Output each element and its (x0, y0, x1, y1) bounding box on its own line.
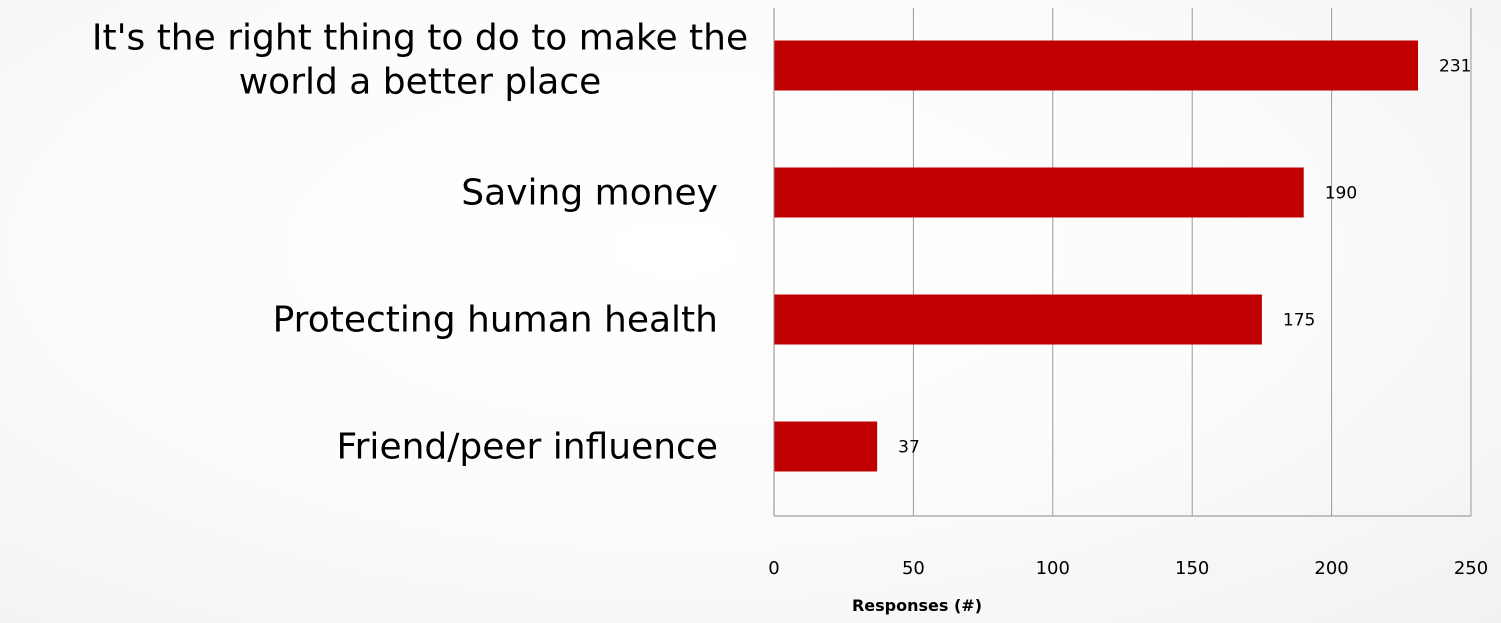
category-label-3: Friend/peer influence (337, 427, 718, 468)
x-tick-label-200: 200 (1314, 558, 1348, 579)
category-label-0-line-0: It's the right thing to do to make the (92, 18, 748, 59)
data-label-0: 231 (1439, 57, 1471, 77)
bar-3 (774, 421, 878, 472)
x-tick-label-0: 0 (768, 558, 779, 579)
bar-2 (774, 294, 1262, 345)
data-labels: 231 190 175 37 (898, 57, 1471, 458)
category-label-2: Protecting human health (273, 300, 718, 341)
gridlines (912, 8, 1472, 516)
axes (773, 8, 1471, 517)
bar-0 (774, 40, 1419, 91)
data-label-3: 37 (898, 438, 920, 458)
category-label-3-line-0: Friend/peer influence (337, 427, 718, 468)
category-label-0: It's the right thing to do to make the wo… (92, 18, 748, 103)
x-tick-labels: 0 50 100 150 200 250 (768, 558, 1488, 579)
x-axis-title: Responses (#) (852, 596, 982, 615)
category-label-1: Saving money (461, 173, 718, 214)
category-label-1-line-0: Saving money (461, 173, 718, 214)
x-tick-label-100: 100 (1036, 558, 1070, 579)
category-labels: It's the right thing to do to make the wo… (92, 18, 748, 468)
category-label-2-line-0: Protecting human health (273, 300, 718, 341)
x-tick-label-50: 50 (902, 558, 925, 579)
x-tick-label-150: 150 (1175, 558, 1209, 579)
data-label-1: 190 (1325, 184, 1357, 204)
bars (774, 40, 1419, 472)
bar-1 (774, 167, 1304, 218)
data-label-2: 175 (1283, 311, 1315, 331)
category-label-0-line-1: world a better place (239, 62, 602, 103)
x-tick-label-250: 250 (1454, 558, 1488, 579)
